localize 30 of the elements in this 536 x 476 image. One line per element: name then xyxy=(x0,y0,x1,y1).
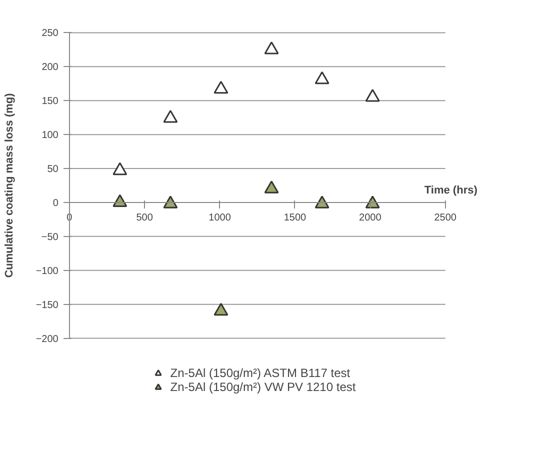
x-tick-label: 2000 xyxy=(359,212,382,224)
point xyxy=(163,110,178,123)
y-tick-label: 0 xyxy=(52,198,59,209)
point xyxy=(365,88,380,102)
legend-label: Zn-5Al (150g/m²) VW PV 1210 test xyxy=(170,380,356,394)
y-axis-title: Cumulative coating mass loss (mg) xyxy=(4,92,16,278)
point xyxy=(214,80,228,94)
y-tick-label: −50 xyxy=(41,232,59,243)
x-tick-label: 1000 xyxy=(208,212,232,224)
point xyxy=(314,71,330,84)
y-tick-label: −150 xyxy=(36,300,59,311)
y-tick-label: 150 xyxy=(42,96,59,108)
y-tick-label: 50 xyxy=(47,164,59,176)
x-tick-label: 1500 xyxy=(284,212,307,224)
y-tick-label: 250 xyxy=(42,28,59,40)
y-tick-label: 200 xyxy=(42,62,59,74)
point xyxy=(264,180,279,194)
point xyxy=(112,162,128,176)
x-tick-label: 500 xyxy=(136,212,154,224)
y-tick-label: −200 xyxy=(36,334,59,345)
y-tick-label: 100 xyxy=(42,130,59,142)
point xyxy=(214,302,228,316)
legend-label: Zn-5Al (150g/m²) ASTM B117 test xyxy=(170,366,350,380)
point xyxy=(314,196,330,208)
x-tick-label: 2500 xyxy=(434,212,457,224)
point xyxy=(264,41,279,54)
point xyxy=(163,196,178,208)
y-tick-label: −100 xyxy=(36,266,59,277)
point xyxy=(112,194,128,207)
x-axis-title: Time (hrs) xyxy=(424,184,478,196)
